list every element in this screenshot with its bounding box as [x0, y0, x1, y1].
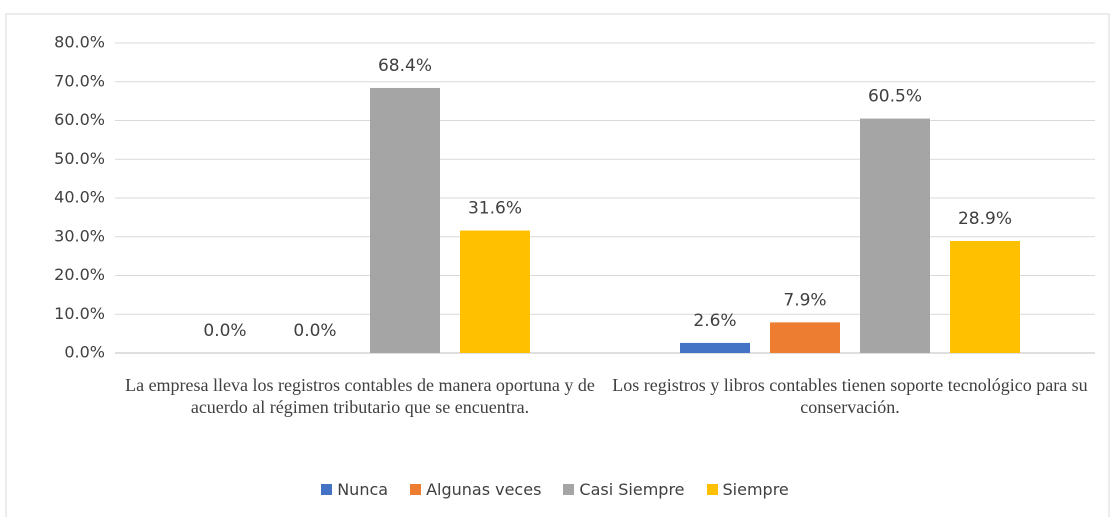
data-label: 2.6%: [693, 311, 736, 331]
legend-item: Nunca: [321, 480, 388, 499]
legend-swatch: [706, 484, 718, 495]
data-label: 31.6%: [468, 199, 522, 219]
data-label: 7.9%: [783, 290, 826, 310]
chart-border: [5, 13, 1110, 517]
legend-swatch: [563, 484, 575, 495]
bar: [770, 322, 840, 353]
bar: [950, 241, 1020, 353]
legend-item: Algunas veces: [410, 480, 541, 499]
y-tick-label: 0.0%: [64, 343, 105, 362]
y-tick-label: 10.0%: [54, 304, 105, 323]
legend-item: Casi Siempre: [563, 480, 685, 499]
legend-swatch: [410, 484, 422, 495]
data-label: 0.0%: [293, 321, 336, 341]
data-label: 0.0%: [203, 321, 246, 341]
bar: [370, 87, 440, 353]
y-tick-label: 60.0%: [54, 110, 105, 129]
y-tick-label: 50.0%: [54, 149, 105, 168]
y-tick-label: 80.0%: [54, 33, 105, 52]
y-tick-label: 30.0%: [54, 226, 105, 245]
y-tick-label: 20.0%: [54, 265, 105, 284]
legend-swatch: [321, 484, 333, 495]
x-tick-label: Los registros y libros contables tienen …: [612, 375, 1088, 417]
y-tick-label: 40.0%: [54, 188, 105, 207]
bar: [460, 230, 530, 353]
legend-label: Algunas veces: [426, 480, 542, 499]
bar: [860, 118, 930, 353]
y-tick-label: 70.0%: [54, 71, 105, 90]
data-label: 60.5%: [868, 87, 922, 107]
bar: [680, 342, 750, 353]
legend-label: Casi Siempre: [579, 480, 685, 499]
legend-label: Nunca: [337, 480, 389, 499]
legend-label: Siempre: [722, 480, 789, 499]
data-label: 68.4%: [378, 56, 432, 76]
legend-item: Siempre: [706, 480, 789, 499]
legend: Nunca Algunas veces Casi Siempre Siempre: [0, 480, 1110, 499]
data-label: 28.9%: [958, 209, 1012, 229]
x-tick-label: La empresa lleva los registros contables…: [125, 375, 595, 417]
